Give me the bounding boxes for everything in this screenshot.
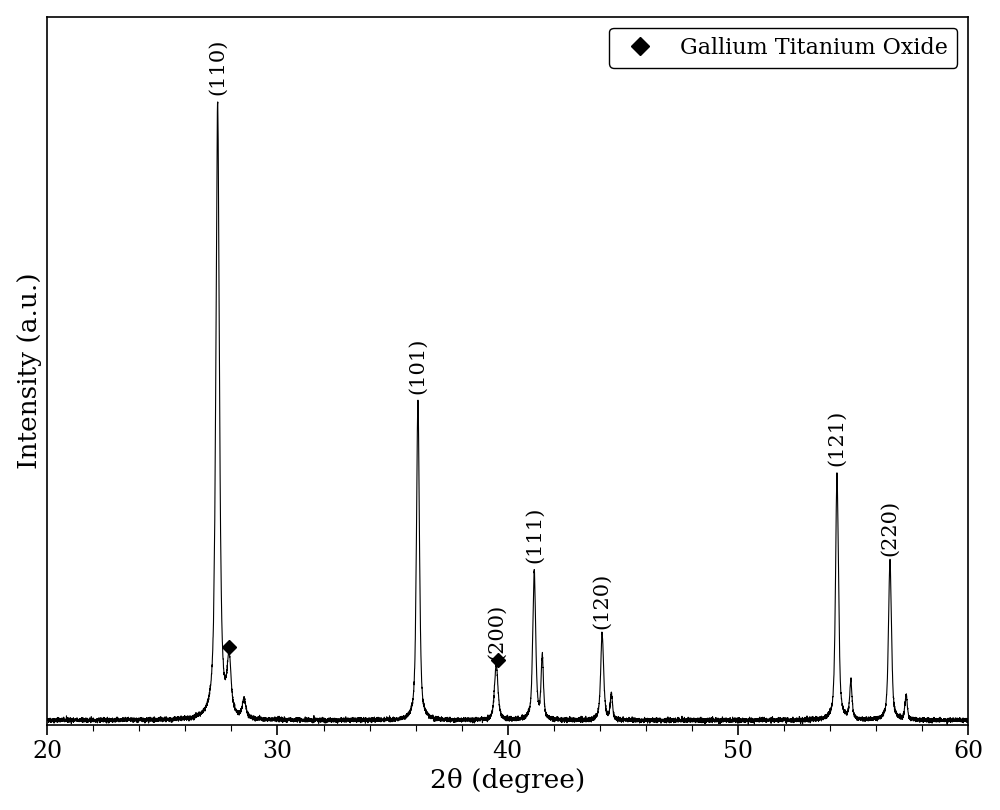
Text: (200): (200)	[487, 603, 506, 659]
Text: (111): (111)	[525, 506, 544, 563]
Legend: Gallium Titanium Oxide: Gallium Titanium Oxide	[609, 28, 957, 67]
Text: (110): (110)	[208, 39, 227, 96]
Y-axis label: Intensity (a.u.): Intensity (a.u.)	[17, 273, 42, 469]
Text: (121): (121)	[828, 410, 847, 467]
Text: (220): (220)	[880, 500, 899, 556]
Text: (120): (120)	[593, 573, 612, 629]
Text: (101): (101)	[408, 337, 427, 394]
X-axis label: 2θ (degree): 2θ (degree)	[430, 769, 585, 793]
